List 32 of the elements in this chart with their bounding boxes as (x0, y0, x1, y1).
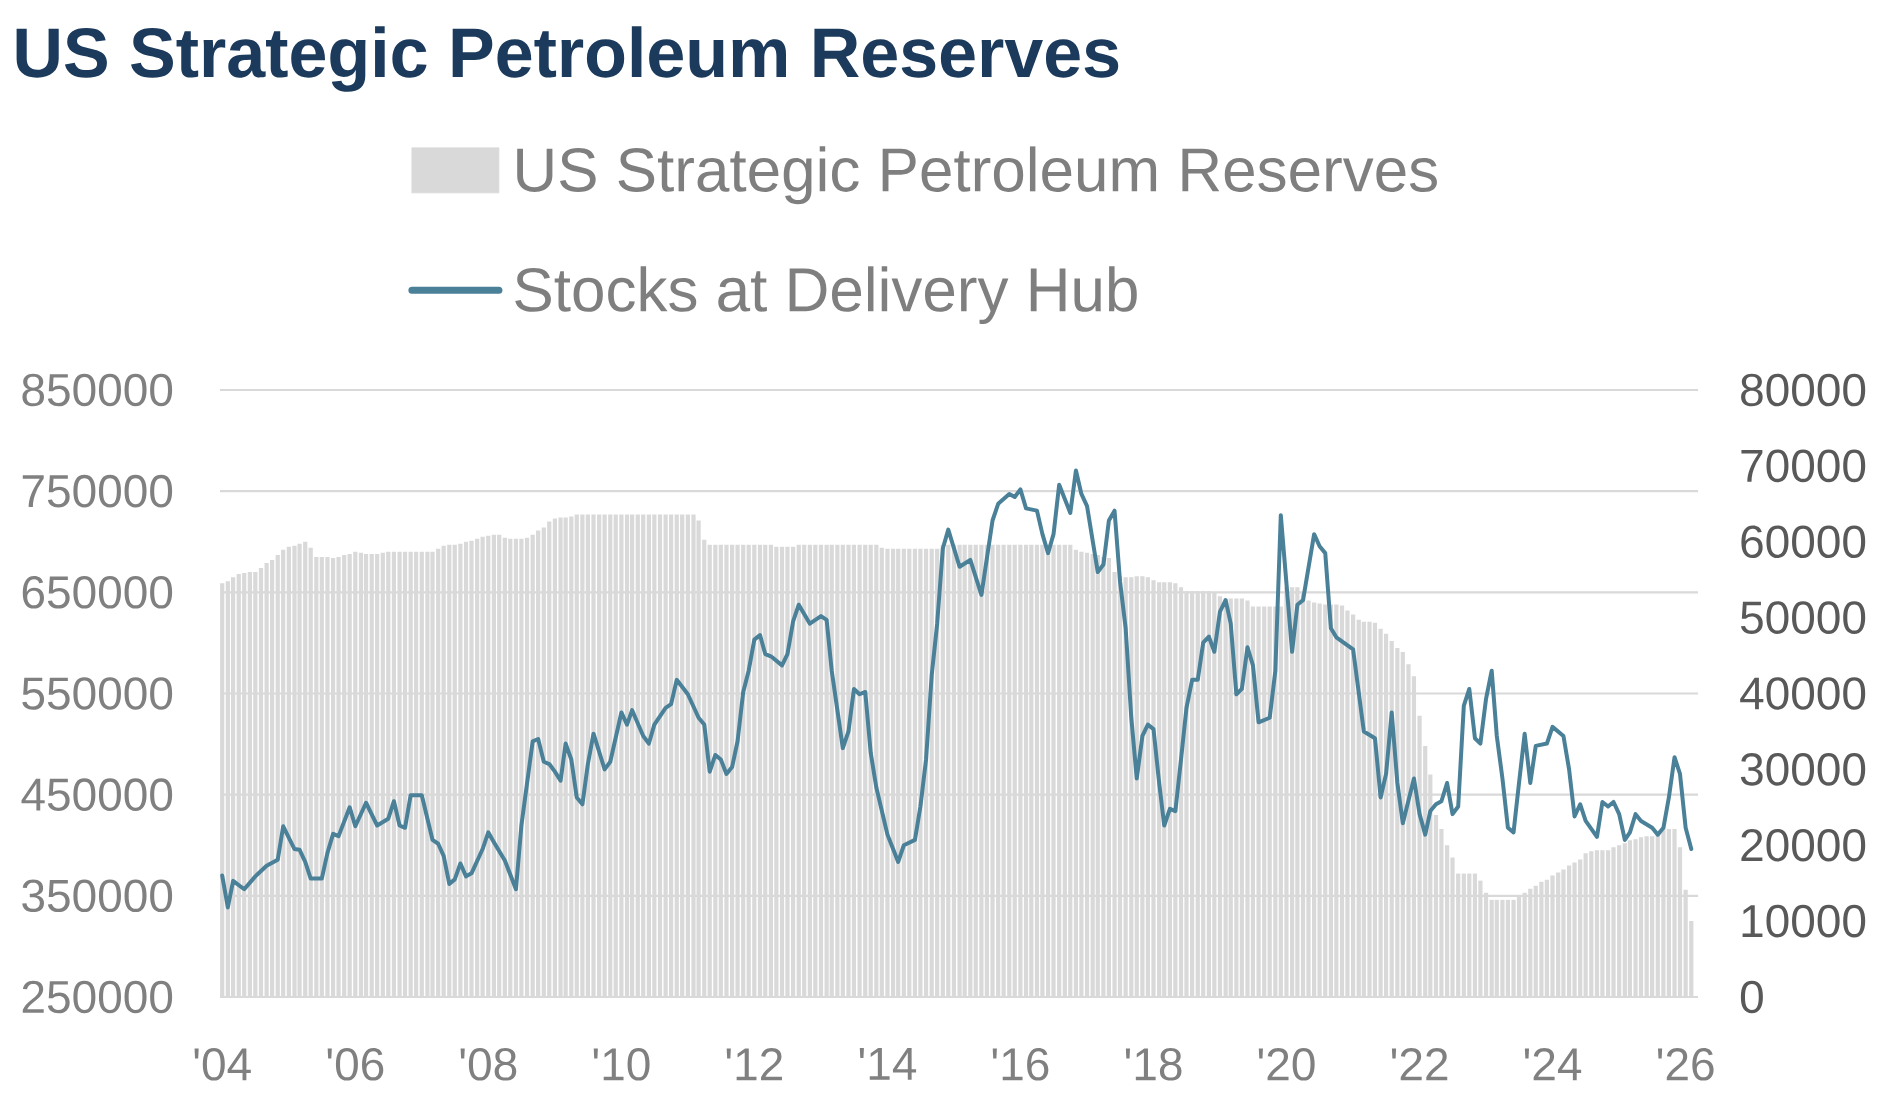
y2-tick-label: 60000 (1741, 525, 1866, 559)
x-tick-label: '18 (1125, 1048, 1182, 1081)
y2-tick-label: 10000 (1742, 904, 1866, 938)
x-tick-label: '12 (726, 1048, 782, 1081)
y-tick-label: 750000 (22, 474, 173, 508)
x-tick-label: '10 (593, 1048, 650, 1081)
y2-tick-label: 80000 (1741, 373, 1866, 407)
x-tick-label: '14 (859, 1048, 917, 1080)
x-tick-label: '22 (1391, 1048, 1448, 1081)
y-tick-label: 250000 (22, 980, 173, 1014)
legend-label: US Strategic Petroleum Reserves (517, 146, 1437, 205)
y2-tick-label: 0 (1740, 980, 1763, 1014)
y-tick-label: 650000 (22, 576, 173, 609)
x-tick-label: '20 (1258, 1048, 1315, 1081)
y2-tick-label: 20000 (1741, 828, 1866, 862)
y2-tick-label: 70000 (1741, 449, 1866, 483)
legend-label: Stocks at Delivery Hub (515, 266, 1137, 325)
y-tick-label: 350000 (22, 879, 173, 913)
x-tick-label: '26 (1657, 1048, 1714, 1081)
x-tick-label: '24 (1524, 1048, 1582, 1081)
y2-tick-label: 30000 (1740, 753, 1866, 786)
x-tick-label: '04 (194, 1048, 251, 1081)
chart-title: US Strategic Petroleum Reserves (16, 26, 1119, 92)
y-tick-label: 550000 (22, 677, 173, 710)
y2-tick-label: 50000 (1740, 601, 1866, 634)
x-tick-label: '16 (992, 1048, 1049, 1081)
y2-tick-label: 40000 (1740, 677, 1866, 710)
x-tick-label: '08 (460, 1048, 517, 1081)
line-series (220, 468, 1694, 910)
x-tick-label: '06 (327, 1048, 384, 1081)
y-tick-label: 850000 (22, 373, 173, 407)
y-tick-label: 450000 (21, 778, 173, 811)
